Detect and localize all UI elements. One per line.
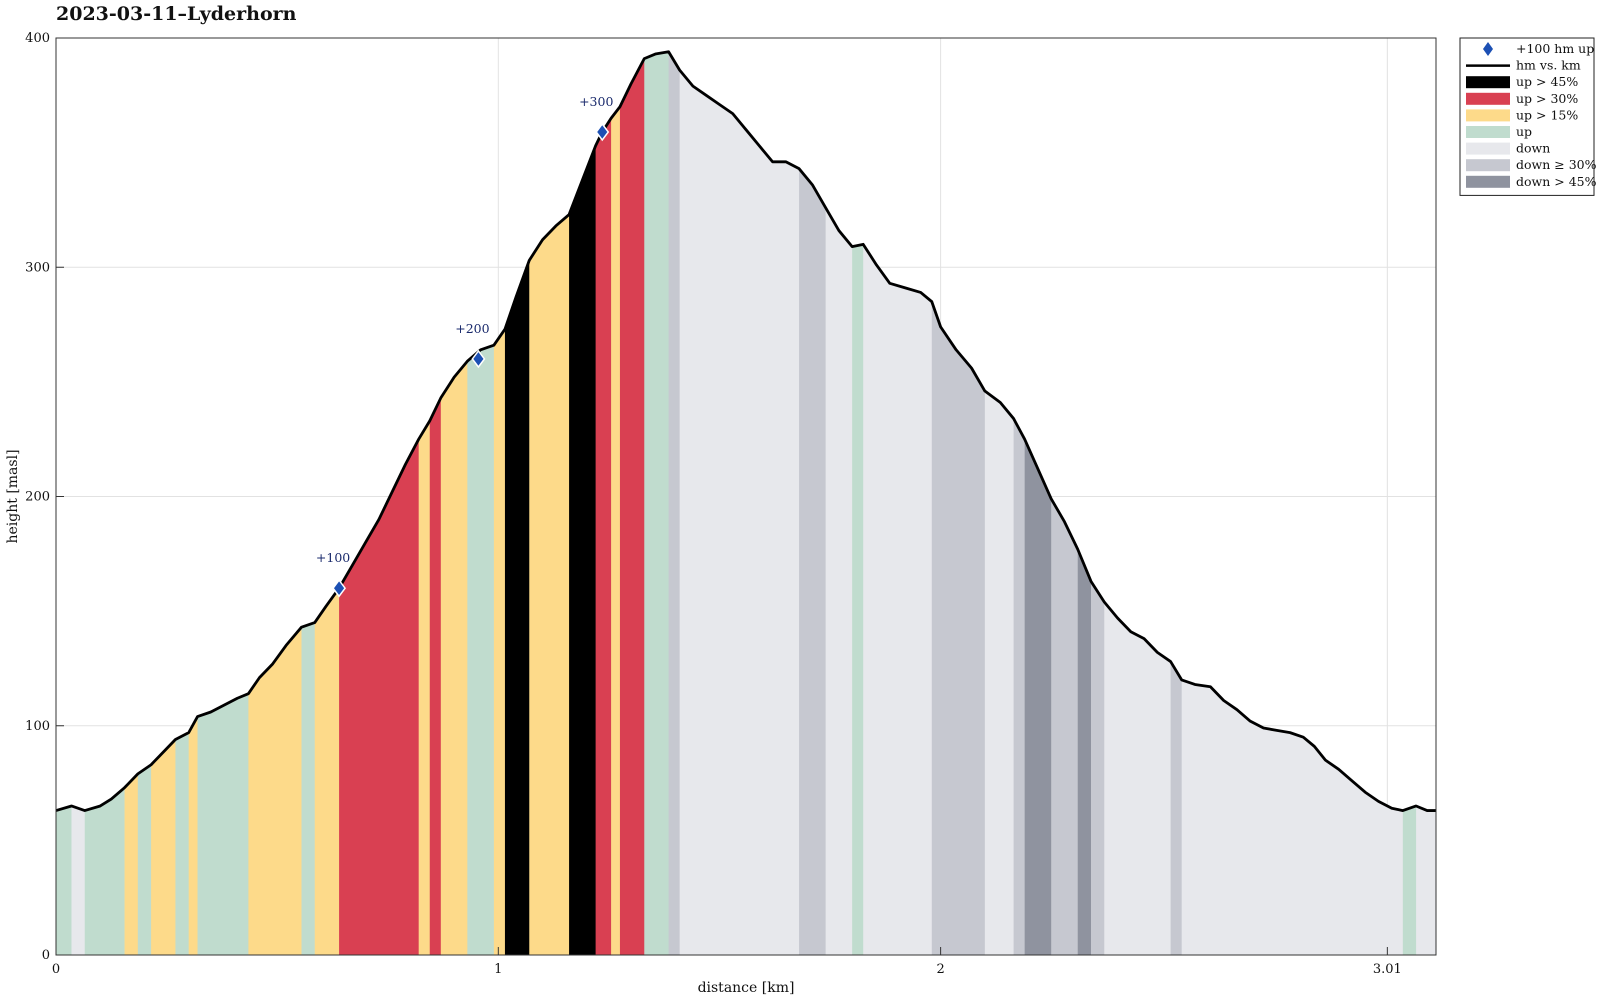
y-tick-label: 200 [25, 490, 50, 505]
segment-up30 [619, 51, 645, 955]
segment-down30 [668, 51, 681, 955]
legend-label: up [1516, 124, 1532, 139]
segment-up15 [529, 51, 570, 955]
legend-swatch-up45 [1466, 76, 1510, 89]
marker-diamond [471, 349, 486, 369]
segment-up [852, 51, 864, 955]
profile-line [55, 50, 1436, 812]
segment-down30 [1013, 51, 1026, 955]
y-axis-label: height [masl] [5, 449, 21, 543]
y-tick-label: 0 [42, 948, 50, 963]
legend-label: down > 45% [1516, 174, 1597, 189]
legend-label: up > 30% [1516, 91, 1578, 106]
x-tick-label: 1 [494, 962, 502, 977]
segment-down [679, 51, 800, 955]
segment-down [825, 51, 853, 955]
marker-label: +100 [316, 550, 350, 565]
segment-up45 [504, 51, 530, 955]
legend-swatch-down45 [1466, 175, 1510, 188]
marker-diamond [595, 122, 610, 142]
legend-label: +100 hm up [1516, 41, 1594, 56]
segment-up15 [493, 51, 506, 955]
segment-up30 [595, 51, 612, 955]
legend-marker-swatch [1483, 42, 1493, 56]
legend-label: up > 45% [1516, 74, 1578, 89]
segment-up30 [429, 51, 442, 955]
legend-label: down ≥ 30% [1516, 157, 1597, 172]
legend-swatch-up15 [1466, 109, 1510, 122]
legend-label: down [1516, 141, 1550, 156]
x-tick-label: 2 [936, 962, 944, 977]
segment-up [644, 51, 669, 955]
x-tick-label: 3.01 [1373, 962, 1402, 977]
legend-label: up > 15% [1516, 107, 1578, 122]
x-tick-label: 0 [52, 962, 60, 977]
legend-swatch-down [1466, 142, 1510, 155]
segment-up15 [440, 51, 468, 955]
legend-swatch-up [1466, 126, 1510, 138]
legend-swatch-up30 [1466, 92, 1510, 105]
plot-area: 0 1 2 3.01 0 100 200 300 400 +100 +200 +300 [25, 31, 1437, 977]
segment-up [467, 51, 495, 955]
chart-title: 2023-03-11–Lyderhorn [56, 3, 297, 25]
segment-down [984, 51, 1014, 955]
y-tick-label: 400 [25, 31, 50, 46]
y-tick-label: 300 [25, 260, 50, 275]
segment-up15 [418, 51, 431, 955]
segment-down30 [931, 51, 986, 955]
legend-swatch-down30 [1466, 159, 1510, 172]
marker-label: +200 [455, 321, 489, 336]
legend-label: hm vs. km [1516, 58, 1581, 73]
segment-down [863, 51, 933, 955]
marker-label: +300 [579, 94, 613, 109]
segment-down45 [1024, 51, 1052, 955]
segment-up45 [569, 51, 597, 955]
x-axis-label: distance [km] [698, 980, 795, 996]
segment-up15 [611, 51, 621, 955]
marker-diamond [332, 578, 347, 598]
y-tick-label: 100 [25, 719, 50, 734]
